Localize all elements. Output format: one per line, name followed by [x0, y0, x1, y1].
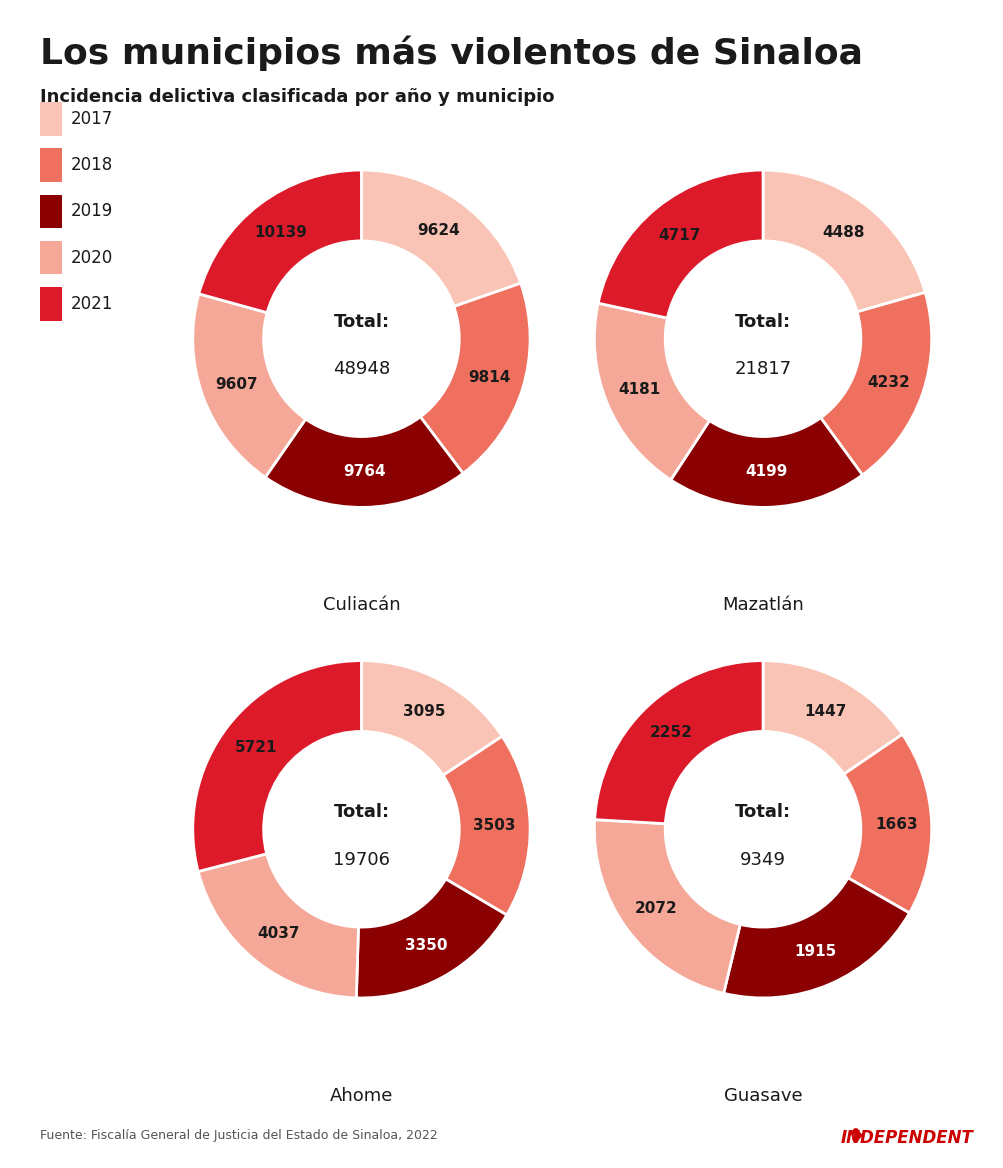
- Wedge shape: [670, 418, 862, 507]
- Text: 19706: 19706: [333, 850, 389, 869]
- Wedge shape: [598, 171, 762, 318]
- Bar: [40, 195, 62, 228]
- Wedge shape: [844, 735, 931, 913]
- Wedge shape: [356, 880, 507, 997]
- Wedge shape: [361, 661, 502, 776]
- Text: 9349: 9349: [739, 850, 785, 869]
- Wedge shape: [193, 661, 361, 871]
- Text: 4717: 4717: [658, 228, 700, 243]
- Text: Los municipios más violentos de Sinaloa: Los municipios más violentos de Sinaloa: [40, 35, 863, 70]
- Text: 1915: 1915: [794, 944, 837, 959]
- Text: 4037: 4037: [257, 926, 299, 941]
- Text: 2072: 2072: [634, 902, 677, 916]
- Text: 4488: 4488: [821, 225, 864, 239]
- Wedge shape: [594, 820, 739, 993]
- Wedge shape: [361, 171, 521, 306]
- Text: 10139: 10139: [254, 225, 307, 241]
- Text: 9607: 9607: [215, 376, 257, 391]
- Wedge shape: [762, 661, 902, 774]
- Text: Guasave: Guasave: [723, 1086, 801, 1105]
- Wedge shape: [198, 854, 358, 997]
- Text: Mazatlán: Mazatlán: [721, 596, 803, 614]
- Text: 2019: 2019: [70, 202, 112, 221]
- Wedge shape: [594, 661, 762, 823]
- Wedge shape: [723, 878, 909, 997]
- Text: 2018: 2018: [70, 157, 112, 174]
- Text: Total:: Total:: [734, 313, 790, 331]
- Text: Culiacán: Culiacán: [322, 596, 400, 614]
- Text: INDEPENDENT: INDEPENDENT: [841, 1129, 973, 1147]
- Wedge shape: [819, 292, 931, 475]
- Bar: [40, 287, 62, 321]
- Text: 2020: 2020: [70, 249, 112, 266]
- Wedge shape: [199, 171, 361, 313]
- Text: 1447: 1447: [803, 704, 846, 719]
- Wedge shape: [594, 304, 709, 480]
- Text: Total:: Total:: [734, 804, 790, 821]
- Text: ❥: ❥: [848, 1128, 864, 1147]
- Text: 3095: 3095: [403, 704, 445, 719]
- Text: Fuente: Fiscalía General de Justicia del Estado de Sinaloa, 2022: Fuente: Fiscalía General de Justicia del…: [40, 1129, 437, 1142]
- Wedge shape: [265, 417, 462, 507]
- Wedge shape: [420, 283, 530, 473]
- Text: 4181: 4181: [618, 382, 660, 397]
- Text: 4232: 4232: [867, 375, 910, 390]
- Text: 3503: 3503: [473, 819, 516, 834]
- Text: 1663: 1663: [874, 816, 917, 832]
- Text: Ahome: Ahome: [329, 1086, 393, 1105]
- Wedge shape: [762, 171, 925, 312]
- Bar: [40, 102, 62, 135]
- Text: 2252: 2252: [650, 725, 692, 739]
- Wedge shape: [193, 294, 305, 478]
- Text: 48948: 48948: [332, 360, 390, 378]
- Bar: [40, 241, 62, 274]
- Text: 2021: 2021: [70, 294, 112, 313]
- Text: 9624: 9624: [417, 223, 459, 237]
- Text: Incidencia delictiva clasificada por año y municipio: Incidencia delictiva clasificada por año…: [40, 88, 554, 105]
- Text: 5721: 5721: [235, 741, 277, 756]
- Text: 21817: 21817: [734, 360, 790, 378]
- Text: 4199: 4199: [744, 465, 787, 479]
- Text: 2017: 2017: [70, 110, 112, 128]
- Wedge shape: [442, 736, 530, 915]
- Text: Total:: Total:: [333, 313, 389, 331]
- Text: 3350: 3350: [404, 938, 446, 953]
- Bar: [40, 148, 62, 182]
- Text: Total:: Total:: [333, 804, 389, 821]
- Text: 9814: 9814: [467, 370, 510, 385]
- Text: 9764: 9764: [342, 465, 385, 479]
